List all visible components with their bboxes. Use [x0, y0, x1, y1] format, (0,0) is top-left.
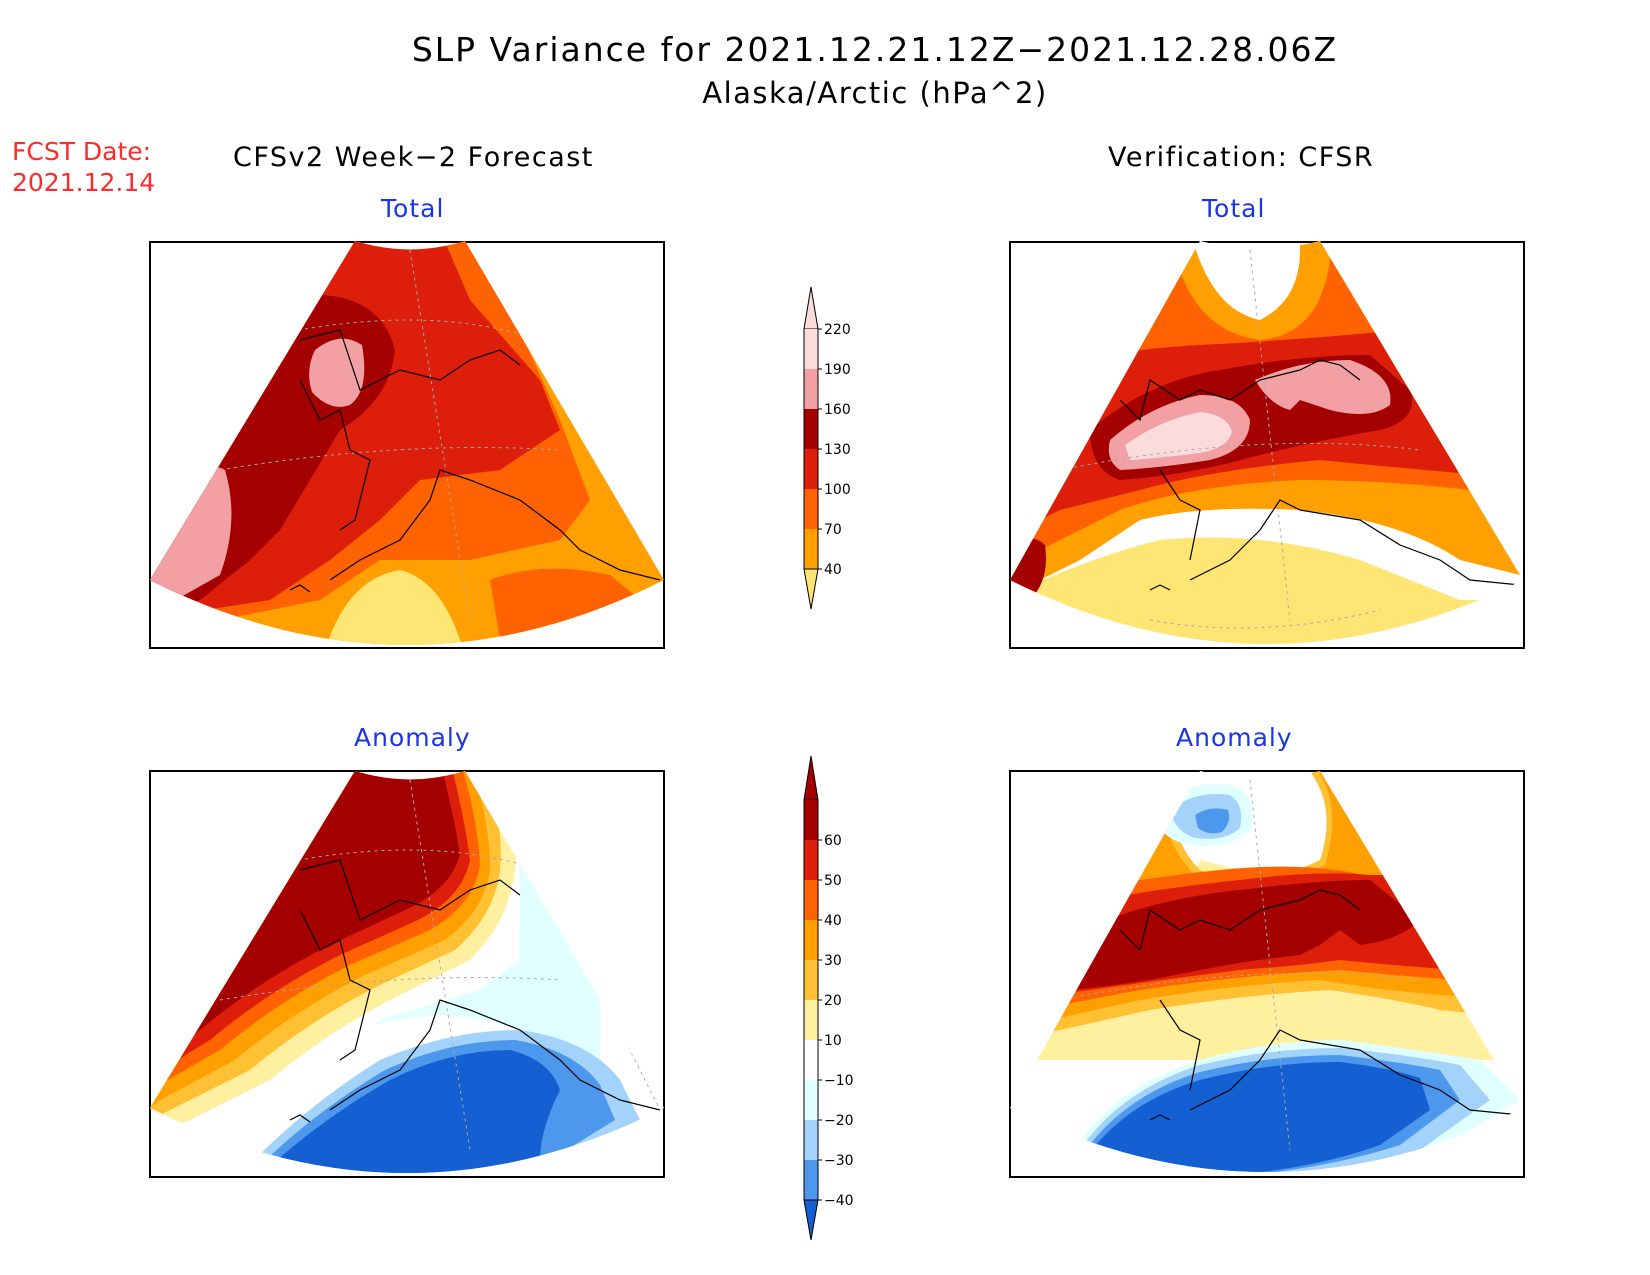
- colorbar-swatch: [804, 920, 818, 960]
- coastline: [289, 584, 311, 593]
- coastline: [299, 329, 521, 391]
- colorbar-total: 220 190 160 130 100 70 40: [803, 286, 851, 610]
- colorbar-label: 40: [824, 562, 842, 578]
- map-forecast-total: [149, 241, 665, 649]
- colorbar-label: 60: [824, 833, 842, 849]
- map-frame: [1009, 770, 1525, 1178]
- column-title-forecast: CFSv2 Week−2 Forecast: [233, 142, 594, 173]
- colorbar-label: 160: [824, 402, 851, 418]
- colorbar-label: 20: [824, 993, 842, 1009]
- colorbar-swatch: [804, 1000, 818, 1040]
- colorbar-swatch: [804, 489, 818, 529]
- map-forecast-anomaly: [149, 770, 665, 1178]
- colorbar-label: −10: [824, 1073, 854, 1089]
- colorbar-swatch: [804, 1160, 818, 1200]
- main-subtitle: Alaska/Arctic (hPa^2): [702, 76, 1048, 110]
- latitude-line: [1149, 609, 1381, 629]
- colorbar-label: 50: [824, 873, 842, 889]
- forecast-date-line1: FCST Date:: [12, 137, 152, 166]
- colorbar-cap-top: [803, 286, 819, 330]
- colorbar-label: 190: [824, 362, 851, 378]
- colorbar-swatch: [804, 1120, 818, 1160]
- colorbar-swatch: [804, 409, 818, 449]
- colorbar-swatch: [804, 1080, 818, 1120]
- coastline: [329, 999, 661, 1111]
- longitude-line: [1249, 779, 1291, 1151]
- field-190-220: [309, 338, 365, 407]
- panel-title-forecast-total: Total: [381, 194, 445, 223]
- colorbar-swatch: [804, 960, 818, 1000]
- colorbar-label: −30: [824, 1153, 854, 1169]
- coastline: [1159, 469, 1201, 561]
- colorbar-swatch: [804, 880, 818, 920]
- colorbar-label: 30: [824, 953, 842, 969]
- field-190-220-east: [1255, 360, 1391, 414]
- field-above-220: [1125, 412, 1232, 460]
- panel-title-verification-total: Total: [1202, 194, 1266, 223]
- colorbar-anomaly: 60 50 40 30 20 10 −10 −20 −30 −40: [803, 755, 854, 1241]
- colorbar-label: 70: [824, 522, 842, 538]
- column-title-verification: Verification: CFSR: [1108, 142, 1375, 173]
- colorbar-swatch: [804, 449, 818, 489]
- colorbar-swatch: [804, 1040, 818, 1080]
- coastline: [1189, 499, 1521, 586]
- longitude-line: [1249, 249, 1291, 621]
- map-frame: [149, 241, 665, 649]
- field-below-minus-40: [260, 1050, 560, 1173]
- colorbar-cap-bottom: [803, 568, 819, 610]
- colorbar-label: 130: [824, 442, 851, 458]
- coastline: [299, 859, 521, 921]
- coastline: [289, 1114, 311, 1123]
- field-minus-30-to-minus-40-north: [1195, 808, 1230, 834]
- colorbar-label: −20: [824, 1113, 854, 1129]
- coastline: [1159, 999, 1201, 1091]
- colorbar-cap-top: [803, 755, 819, 801]
- colorbar-label: 100: [824, 482, 851, 498]
- colorbar-swatch: [804, 800, 818, 840]
- colorbar-swatch: [804, 329, 818, 369]
- map-frame: [149, 770, 665, 1178]
- field-40-70: [320, 570, 480, 645]
- colorbar-label: 40: [824, 913, 842, 929]
- field-above-60: [1060, 880, 1420, 990]
- coastline: [299, 379, 371, 531]
- map-frame: [1009, 241, 1525, 649]
- colorbar-label: −40: [824, 1193, 854, 1209]
- forecast-date-line2: 2021.12.14: [12, 168, 156, 197]
- latitude-line: [1059, 442, 1421, 471]
- latitude-line: [219, 447, 561, 471]
- colorbar-label: 220: [824, 322, 851, 338]
- colorbar-swatch: [804, 369, 818, 409]
- map-verification-total: [1009, 241, 1525, 649]
- forecast-date-label: FCST Date: 2021.12.14: [12, 136, 155, 198]
- field-below-minus-40: [1075, 1062, 1430, 1172]
- coastline: [1149, 584, 1171, 591]
- coastline: [329, 469, 661, 581]
- colorbar-swatch: [804, 840, 818, 880]
- panel-title-forecast-anomaly: Anomaly: [354, 723, 471, 752]
- coastline: [1149, 1114, 1171, 1121]
- map-verification-anomaly: [1009, 770, 1525, 1178]
- colorbar-swatch: [804, 529, 818, 569]
- field-40-70: [1010, 241, 1523, 644]
- panel-title-verification-anomaly: Anomaly: [1176, 723, 1293, 752]
- coastline: [299, 909, 371, 1061]
- colorbar-cap-bottom: [803, 1199, 819, 1241]
- colorbar-label: 10: [824, 1033, 842, 1049]
- coastline: [1189, 1029, 1521, 1116]
- coastline: [1119, 889, 1361, 952]
- latitude-line: [1059, 972, 1421, 1001]
- coastline: [1119, 359, 1361, 422]
- latitude-line: [219, 977, 561, 1001]
- main-title: SLP Variance for 2021.12.21.12Z−2021.12.…: [411, 30, 1339, 69]
